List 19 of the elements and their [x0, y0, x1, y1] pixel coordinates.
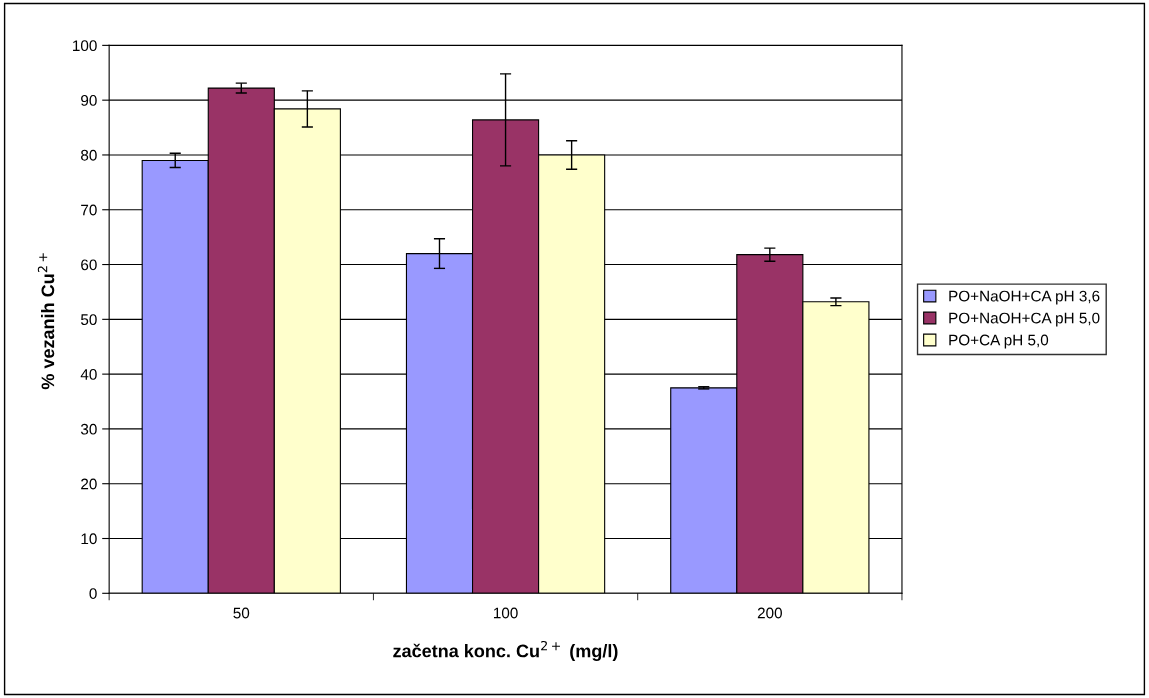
y-tick-label: 20: [81, 478, 97, 490]
x-tick-label: 100: [493, 607, 518, 619]
x-axis-title: začetna konc. Cu$^{2+}$ (mg/l): [393, 640, 618, 661]
y-axis-title: % vezanih Cu$^{2+}$: [37, 253, 55, 390]
y-tick-label: 60: [81, 259, 97, 271]
legend-label: PO+NaOH+CA pH 3,6: [949, 290, 1100, 305]
y-tick-label: 80: [81, 149, 97, 161]
y-tick-label: 90: [81, 95, 97, 106]
x-tick-label: 200: [757, 607, 782, 619]
y-tick-label: 30: [80, 423, 97, 435]
legend-label: PO+CA pH 5,0: [949, 334, 1049, 349]
y-tick-label: 0: [89, 588, 97, 599]
x-tick-label: 50: [233, 607, 250, 619]
y-tick-label: 50: [80, 314, 97, 326]
y-tick-label: 70: [81, 204, 97, 216]
y-tick-label: 10: [81, 533, 97, 545]
y-tick-label: 100: [73, 40, 97, 52]
legend-label: PO+NaOH+CA pH 5,0: [949, 312, 1100, 327]
y-tick-label: 40: [80, 369, 97, 380]
